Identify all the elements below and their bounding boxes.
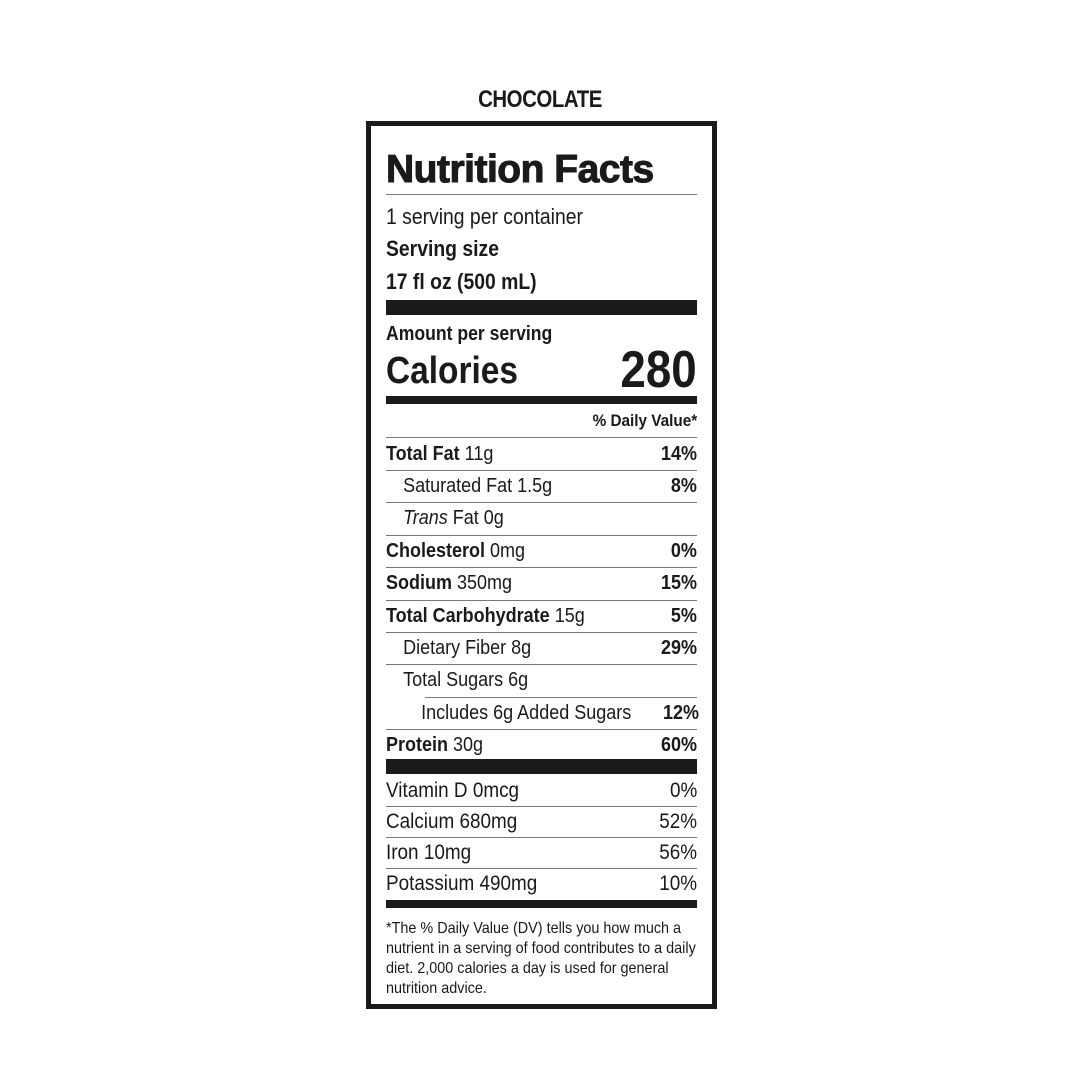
nutrient-dv: 60% (660, 734, 697, 757)
dv-header: % Daily Value* (592, 411, 697, 430)
vitamin-row: Iron 10mg 56% (386, 838, 697, 869)
vitamin-row: Calcium 680mg 52% (386, 807, 697, 838)
nutrient-row: Protein 30g 60% (386, 730, 697, 762)
vitamin-name: Calcium 680mg (386, 810, 518, 833)
divider (425, 696, 697, 698)
vitamin-dv: 0% (669, 779, 697, 802)
nutrient-name: Saturated Fat 1.5g (386, 475, 552, 498)
nutrient-label: Total Carbohydrate (386, 604, 550, 627)
label-title: Nutrition Facts (386, 148, 655, 192)
nutrient-label: Dietary Fiber 8g (403, 636, 532, 659)
nutrient-name-italic: Trans (403, 507, 448, 530)
nutrient-label: Saturated Fat 1.5g (403, 474, 553, 497)
thick-divider (386, 300, 697, 315)
nutrient-label: Sodium (386, 572, 453, 595)
nutrient-label: Total Sugars 6g (403, 669, 529, 692)
divider (386, 194, 697, 195)
nutrient-row: Total Carbohydrate 15g 5% (386, 600, 697, 633)
nutrient-amount: 350mg (457, 572, 513, 595)
nutrient-row: Sodium 350mg 15% (386, 568, 697, 601)
vitamin-dv: 10% (659, 872, 697, 895)
nutrient-amount: 11g (464, 442, 494, 465)
medium-divider (386, 900, 697, 908)
nutrient-name: Total Sugars 6g (386, 669, 528, 692)
nutrient-row: Trans Fat 0g (386, 503, 697, 536)
nutrient-name: Total Fat 11g (386, 443, 493, 466)
nutrient-label: Includes 6g Added Sugars (421, 701, 632, 724)
vitamin-dv: 56% (659, 841, 697, 864)
nutrient-name: Total Carbohydrate 15g (386, 605, 585, 628)
nutrient-name: Dietary Fiber 8g (386, 637, 531, 660)
nutrient-label: Fat 0g (452, 507, 504, 530)
nutrient-dv: 8% (670, 474, 697, 497)
nutrient-row: Total Fat 11g 14% (386, 438, 697, 471)
nutrient-dv: 14% (660, 442, 697, 465)
nutrition-facts-label: Nutrition Facts 1 serving per container … (366, 121, 717, 1009)
serving-size-value: 17 fl oz (500 mL) (386, 269, 537, 294)
nutrient-dv: 12% (662, 701, 699, 724)
serving-size-label: Serving size (386, 236, 499, 261)
nutrient-row: Total Sugars 6g (386, 665, 697, 697)
nutrient-dv: 15% (660, 572, 697, 595)
nutrient-amount: 15g (554, 604, 585, 627)
thick-divider (386, 759, 697, 774)
nutrient-dv: 5% (670, 604, 697, 627)
vitamin-dv: 52% (659, 810, 697, 833)
nutrient-row: Saturated Fat 1.5g 8% (386, 470, 697, 504)
vitamin-row: Vitamin D 0mcg 0% (386, 776, 697, 807)
nutrient-dv: 29% (660, 636, 697, 659)
nutrient-label: Protein (386, 734, 449, 757)
flavor-heading: CHOCOLATE (478, 86, 602, 113)
nutrient-name: Protein 30g (386, 734, 483, 757)
medium-divider (386, 396, 697, 404)
dv-header-row: % Daily Value* (386, 405, 697, 438)
nutrient-label: Total Fat (386, 442, 460, 465)
vitamin-name: Vitamin D 0mcg (386, 779, 520, 802)
nutrient-label: Cholesterol (386, 539, 486, 562)
nutrient-name: Cholesterol 0mg (386, 540, 525, 563)
nutrient-amount: 0mg (490, 539, 526, 562)
servings-per-container: 1 serving per container (386, 204, 583, 229)
vitamin-row: Potassium 490mg 10% (386, 869, 697, 899)
nutrient-name: Includes 6g Added Sugars (386, 702, 631, 725)
calories-value: 280 (620, 341, 697, 399)
nutrient-dv: 0% (670, 539, 697, 562)
nutrient-name: Trans Fat 0g (386, 507, 504, 530)
vitamin-name: Iron 10mg (386, 841, 472, 864)
nutrient-row: Cholesterol 0mg 0% (386, 535, 697, 569)
nutrient-amount: 30g (453, 734, 484, 757)
vitamin-name: Potassium 490mg (386, 872, 538, 895)
nutrient-row: Includes 6g Added Sugars 12% (386, 697, 699, 731)
amount-per-serving: Amount per serving (386, 323, 553, 345)
footnote: *The % Daily Value (DV) tells you how mu… (386, 920, 696, 997)
nutrient-name: Sodium 350mg (386, 572, 512, 595)
calories-label: Calories (386, 350, 518, 392)
nutrient-row: Dietary Fiber 8g 29% (386, 632, 697, 666)
